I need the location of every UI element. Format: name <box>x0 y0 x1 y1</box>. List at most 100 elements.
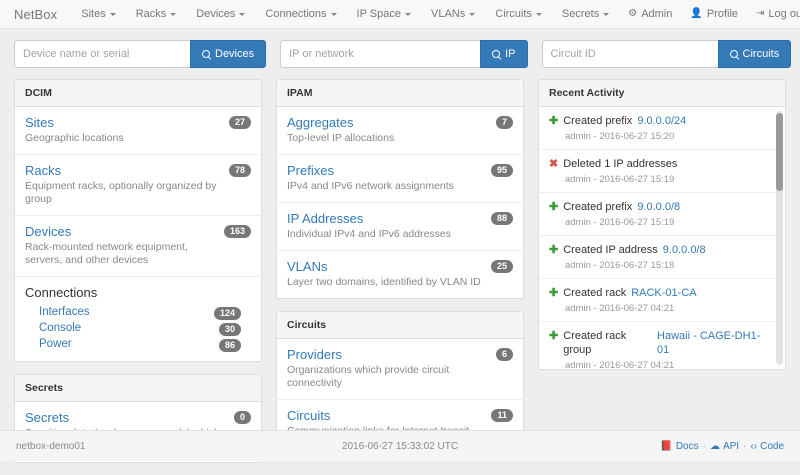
nav-item-profile[interactable]: 👤 Profile <box>681 0 747 28</box>
desc-ip-addresses: Individual IPv4 and IPv6 addresses <box>287 228 452 240</box>
footer-link-docs[interactable]: 📕 Docs <box>660 441 698 452</box>
nav-label: VLANs <box>431 8 466 20</box>
footer-timestamp: 2016-06-27 15:33:02 UTC <box>341 440 459 452</box>
activity-action: Created rack group <box>563 330 627 356</box>
nav-label: Sites <box>81 8 106 20</box>
list-item-vlans[interactable]: VLANs Layer two domains, identified by V… <box>277 251 523 298</box>
activity-object-link[interactable]: Hawaii - CAGE-DH1-01 <box>657 330 761 356</box>
chevron-down-icon <box>405 12 411 16</box>
nav-item-admin[interactable]: ⚙ Admin <box>619 0 681 28</box>
activity-meta: admin - 2016-06-27 15:19 <box>565 217 675 228</box>
activity-object-link[interactable]: 9.0.0.0/8 <box>637 201 681 213</box>
activity-body: ✚ Created prefix 9.0.0.0/24 admin - 2016… <box>539 107 785 369</box>
panel-secrets-title: Secrets <box>15 375 261 402</box>
link-circuits[interactable]: Circuits <box>287 408 331 423</box>
nav-label: Devices <box>196 8 236 20</box>
footer-link-code[interactable]: ‹› Code <box>750 441 784 452</box>
panel-circuits-title: Circuits <box>277 312 523 339</box>
link-providers[interactable]: Providers <box>287 347 342 362</box>
plus-icon: ✚ <box>549 115 559 127</box>
search-icon <box>492 49 501 59</box>
chevron-down-icon <box>170 12 177 16</box>
link-interfaces[interactable]: Interfaces <box>39 306 90 318</box>
link-devices[interactable]: Devices <box>25 224 72 239</box>
nav-item-connections[interactable]: Connections <box>255 0 346 28</box>
connections-item-power[interactable]: Power 86 <box>25 336 251 352</box>
activity-object-link[interactable]: 9.0.0.0/24 <box>637 115 687 127</box>
ip-search-button[interactable]: IP <box>480 40 528 68</box>
footer-link-api[interactable]: ☁ API <box>710 441 739 452</box>
plus-icon: ✚ <box>549 287 559 299</box>
activity-scrollbar-track[interactable] <box>776 111 783 365</box>
nav-label: Admin <box>641 8 673 20</box>
panel-activity-title: Recent Activity <box>539 80 785 107</box>
link-prefixes[interactable]: Prefixes <box>287 163 334 178</box>
activity-entry[interactable]: ✚ Created IP address 9.0.0.0/8 admin - 2… <box>539 236 776 279</box>
ip-search-button-label: IP <box>505 48 516 60</box>
badge-racks-count: 78 <box>228 164 251 177</box>
desc-aggregates: Top-level IP allocations <box>287 132 395 144</box>
nav-item-devices[interactable]: Devices <box>186 0 255 28</box>
activity-object-link[interactable]: 9.0.0.0/8 <box>662 244 706 256</box>
circuit-search-button-label: Circuits <box>742 48 780 60</box>
link-ip-addresses[interactable]: IP Addresses <box>287 211 364 226</box>
footer-link-code-label: Code <box>760 440 784 452</box>
activity-object-link[interactable]: RACK-01-CA <box>631 287 697 299</box>
panel-ipam: IPAM Aggregates Top-level IP allocations… <box>276 79 524 299</box>
list-item-devices[interactable]: Devices Rack-mounted network equipment, … <box>15 216 261 277</box>
link-secrets[interactable]: Secrets <box>25 410 70 425</box>
panel-ipam-title: IPAM <box>277 80 523 107</box>
ip-search-input[interactable] <box>280 40 481 68</box>
device-search-button[interactable]: Devices <box>190 40 267 68</box>
activity-meta: admin - 2016-06-27 15:19 <box>565 174 675 185</box>
circuit-search-button[interactable]: Circuits <box>717 40 792 68</box>
desc-sites: Geographic locations <box>25 132 124 144</box>
list-item-prefixes[interactable]: Prefixes IPv4 and IPv6 network assignmen… <box>277 155 523 203</box>
nav-label: IP Space <box>356 8 401 20</box>
link-aggregates[interactable]: Aggregates <box>287 115 354 130</box>
list-item-providers[interactable]: Providers Organizations which provide ci… <box>277 339 523 400</box>
nav-item-circuits[interactable]: Circuits <box>485 0 552 28</box>
link-racks[interactable]: Racks <box>25 163 62 178</box>
chevron-down-icon <box>239 12 246 16</box>
connections-item-console[interactable]: Console 30 <box>25 320 251 336</box>
nav-item-ip-space[interactable]: IP Space <box>347 0 421 28</box>
desc-racks: Equipment racks, optionally organized by… <box>25 180 217 205</box>
nav-label: Profile <box>706 8 739 20</box>
main-nav: Sites Racks Devices Connections IP Space… <box>71 0 619 28</box>
badge-providers-count: 6 <box>495 348 513 361</box>
activity-entry[interactable]: ✚ Created rack RACK-01-CA admin - 2016-0… <box>539 279 776 322</box>
badge-console-count: 30 <box>218 323 241 336</box>
activity-entry[interactable]: ✚ Created prefix 9.0.0.0/8 admin - 2016-… <box>539 193 776 236</box>
activity-scrollbar-thumb[interactable] <box>776 113 783 191</box>
gear-icon: ⚙ <box>628 8 638 19</box>
list-item-ip-addresses[interactable]: IP Addresses Individual IPv4 and IPv6 ad… <box>277 203 523 251</box>
activity-action: Created prefix <box>563 115 633 127</box>
nav-item-vlans[interactable]: VLANs <box>421 0 485 28</box>
badge-aggregates-count: 7 <box>495 116 513 129</box>
link-power[interactable]: Power <box>39 338 72 350</box>
connections-item-interfaces[interactable]: Interfaces 124 <box>25 304 251 320</box>
column-right: Recent Activity ✚ Created prefix 9.0.0.0… <box>538 79 786 382</box>
nav-item-logout[interactable]: ⇥ Log out <box>747 0 800 28</box>
nav-item-secrets[interactable]: Secrets <box>552 0 619 28</box>
activity-scroll-region[interactable]: ✚ Created prefix 9.0.0.0/24 admin - 2016… <box>539 107 785 369</box>
activity-entry[interactable]: ✚ Created rack group Hawaii - CAGE-DH1-0… <box>539 322 776 369</box>
circuit-search-input[interactable] <box>541 40 718 68</box>
list-item-aggregates[interactable]: Aggregates Top-level IP allocations 7 <box>277 107 523 155</box>
brand-logo[interactable]: NetBox <box>14 6 58 22</box>
link-vlans[interactable]: VLANs <box>287 259 328 274</box>
list-item-connections: Connections Interfaces 124 Console 30 Po… <box>15 277 261 361</box>
list-item-racks[interactable]: Racks Equipment racks, optionally organi… <box>15 155 261 216</box>
nav-label: Connections <box>265 8 327 20</box>
link-console[interactable]: Console <box>39 322 82 334</box>
nav-label: Circuits <box>495 8 532 20</box>
activity-meta: admin - 2016-06-27 15:20 <box>565 131 675 142</box>
activity-entry[interactable]: ✚ Created prefix 9.0.0.0/24 admin - 2016… <box>539 107 776 150</box>
device-search-input[interactable] <box>14 40 190 68</box>
link-sites[interactable]: Sites <box>25 115 54 130</box>
nav-item-sites[interactable]: Sites <box>71 0 125 28</box>
activity-entry[interactable]: ✖ Deleted 1 IP addresses admin - 2016-06… <box>539 150 776 193</box>
list-item-sites[interactable]: Sites Geographic locations 27 <box>15 107 261 155</box>
nav-item-racks[interactable]: Racks <box>126 0 187 28</box>
